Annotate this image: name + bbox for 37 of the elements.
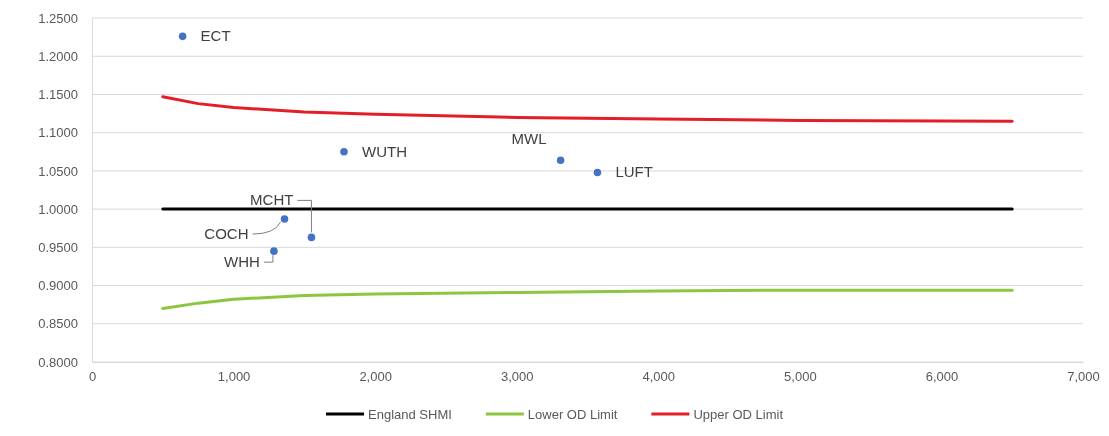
y-tick-label: 1.0500	[38, 163, 78, 179]
annotation: ECT	[200, 27, 231, 45]
legend-label: Upper OD Limit	[693, 407, 784, 422]
annotation: WHH	[224, 253, 260, 271]
y-tick-label: 1.1000	[38, 125, 78, 141]
line-series	[161, 95, 1014, 123]
y-tick-label: 1.2000	[38, 48, 78, 64]
x-tick-label: 7,000	[1067, 369, 1100, 385]
point	[270, 247, 278, 255]
point	[178, 32, 187, 41]
annotation: WUTH	[362, 142, 407, 160]
x-tick-label: 5,000	[784, 369, 817, 385]
x-tick-label: 0	[88, 369, 97, 385]
point	[340, 148, 348, 156]
line-series	[161, 288, 1014, 310]
legend-label: England SHMI	[368, 407, 452, 422]
y-tick-label: 0.9500	[38, 239, 78, 255]
point	[280, 215, 289, 223]
point	[593, 168, 602, 177]
legend-label: Lower OD Limit	[527, 407, 618, 422]
annotation: MCHT	[250, 191, 294, 209]
x-tick-label: 1,000	[217, 369, 251, 385]
x-tick-label: 3,000	[500, 369, 534, 385]
y-tick-label: 1.0000	[38, 201, 78, 217]
point	[307, 233, 316, 242]
annotation: LUFT	[615, 163, 653, 181]
annotation: MWL	[511, 130, 547, 148]
y-tick-label: 0.9000	[38, 278, 78, 294]
x-tick-label: 4,000	[642, 369, 676, 385]
x-tick-label: 6,000	[925, 369, 959, 385]
y-tick-label: 1.1500	[38, 87, 78, 103]
y-tick-label: 0.8500	[38, 316, 78, 332]
point	[556, 156, 565, 164]
x-tick-label: 2,000	[359, 369, 392, 385]
y-tick-label: 1.2500	[38, 10, 78, 26]
y-tick-label: 0.8000	[38, 354, 78, 370]
annotation: COCH	[204, 225, 249, 243]
